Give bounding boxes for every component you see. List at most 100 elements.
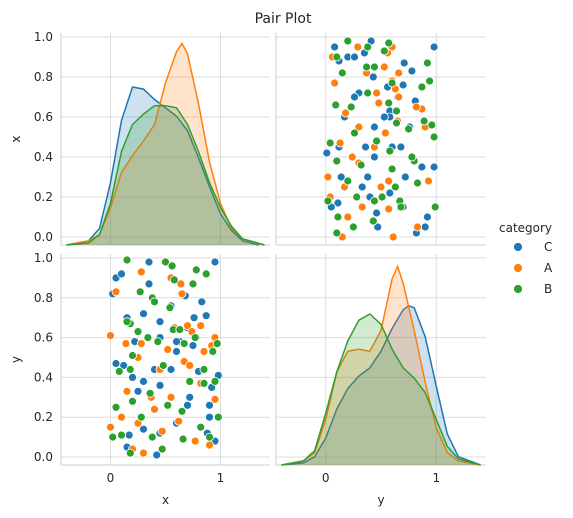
scatter-point-C [407, 66, 417, 76]
y-tick-label: 0.8 [34, 291, 53, 305]
panels: 0.0 0.0 0.2 0.2 0.4 0.4 0.6 0.6 0.8 0.8 1.0 1.0 0 0 1 1… [9, 30, 486, 507]
kde-fill-y-B [281, 314, 481, 465]
scatter-point-A [121, 339, 131, 349]
scatter-point-B [114, 366, 124, 376]
scatter-point-A [106, 422, 115, 432]
x-axis-label-x: x [162, 493, 169, 507]
x-tick-label: 1 [432, 471, 440, 485]
scatter-point-B [117, 430, 126, 440]
scatter-point-A [330, 78, 340, 88]
scatter-point-B [348, 222, 358, 232]
scatter-point-C [422, 212, 432, 222]
scatter-point-C [144, 257, 154, 267]
scatter-point-C [369, 152, 379, 162]
scatter-point-A [166, 392, 176, 402]
scatter-point-B [205, 432, 214, 442]
y-tick-label: 0.6 [34, 331, 53, 345]
scatter-point-A [122, 386, 132, 396]
scatter-point-B [363, 42, 373, 52]
scatter-point-B [377, 192, 387, 202]
scatter-point-B [108, 432, 118, 442]
scatter-point-B [201, 269, 211, 279]
kde-fill-y-A [281, 266, 481, 465]
scatter-point-A [196, 321, 206, 331]
legend-label-B: B [544, 282, 552, 296]
scatter-point-A [374, 98, 384, 108]
kde-line-y-A [281, 264, 481, 466]
scatter-point-B [153, 337, 163, 347]
scatter-point-B [135, 287, 145, 297]
scatter-point-B [356, 160, 366, 170]
scatter-point-B [213, 412, 223, 422]
scatter-point-C [139, 376, 148, 386]
scatter-point-C [155, 380, 165, 390]
scatter-point-B [331, 100, 341, 110]
legend: category CAB [499, 221, 553, 296]
scatter-point-C [379, 112, 389, 122]
scatter-point-A [183, 321, 192, 331]
scatter-point-A [117, 412, 126, 422]
scatter-point-B [150, 297, 159, 307]
scatter-point-B [169, 275, 179, 285]
scatter-point-B [404, 124, 414, 134]
scatter-point-A [177, 289, 187, 299]
scatter-point-B [332, 228, 342, 238]
scatter-point-C [429, 42, 439, 52]
scatter-point-C [189, 313, 199, 323]
chart-title: Pair Plot [255, 11, 312, 27]
scatter-point-B [369, 62, 379, 72]
y-tick-label: 1.0 [34, 30, 53, 44]
scatter-point-B [385, 146, 395, 156]
scatter-point-C [361, 142, 370, 152]
y-tick-label: 0.8 [34, 70, 53, 84]
scatter-point-A [176, 279, 186, 289]
scatter-point-A [199, 347, 209, 356]
scatter-point-B [212, 339, 222, 349]
y-tick-label: 0.0 [34, 450, 53, 464]
y-axis-label-y: y [9, 356, 23, 363]
scatter-point-A [354, 122, 364, 132]
scatter-point-C [396, 142, 406, 152]
scatter-point-B [363, 88, 373, 98]
scatter-point-B [372, 136, 382, 146]
scatter-point-A [357, 202, 367, 212]
y-tick-label: 0.0 [34, 230, 53, 244]
panel-bl [60, 254, 270, 466]
y-tick-label: 0.6 [34, 110, 53, 124]
scatter-point-B [125, 365, 135, 374]
legend-marker-A [513, 263, 523, 273]
scatter-point-A [424, 176, 433, 186]
scatter-point-B [387, 164, 397, 174]
scatter-point-C [322, 148, 332, 158]
scatter-point-B [199, 378, 209, 388]
scatter-point-B [419, 116, 429, 126]
panel-background [276, 254, 486, 465]
scatter-point-B [343, 176, 353, 186]
scatter-point-C [368, 72, 378, 82]
scatter-point-B [175, 325, 185, 335]
scatter-point-A [163, 345, 173, 354]
scatter-point-B [190, 333, 200, 343]
scatter-point-C [429, 162, 439, 172]
scatter-point-C [369, 122, 379, 132]
scatter-point-C [399, 58, 409, 68]
scatter-point-B [343, 36, 353, 46]
scatter-point-A [394, 92, 404, 102]
scatter-point-B [165, 303, 175, 313]
scatter-point-B [122, 255, 132, 265]
scatter-point-B [352, 192, 362, 202]
scatter-point-A [372, 88, 382, 98]
scatter-point-B [396, 202, 406, 212]
scatter-point-B [133, 327, 143, 337]
scatter-point-C [185, 392, 195, 402]
scatter-point-B [384, 38, 394, 48]
scatter-point-A [150, 404, 159, 414]
scatter-point-A [323, 172, 333, 182]
scatter-point-C [398, 80, 408, 90]
scatter-point-B [429, 132, 439, 142]
scatter-point-C [385, 188, 395, 198]
scatter-point-C [333, 198, 343, 208]
scatter-point-B [427, 120, 437, 130]
scatter-point-C [128, 372, 137, 382]
